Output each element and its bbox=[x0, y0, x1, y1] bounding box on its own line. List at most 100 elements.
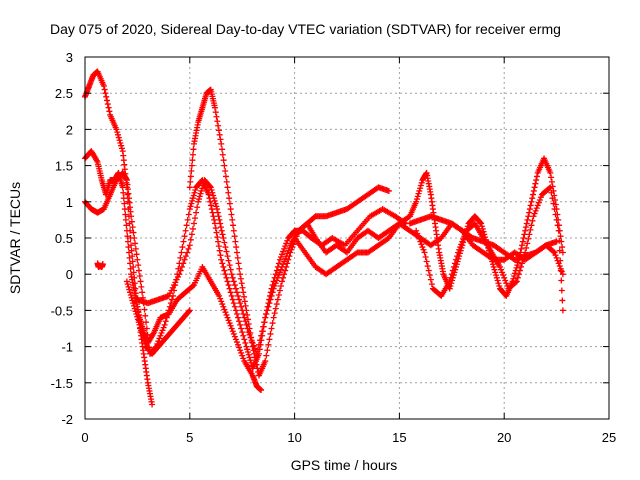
data-point bbox=[214, 209, 221, 216]
data-point bbox=[283, 240, 290, 247]
data-point bbox=[530, 187, 537, 194]
data-point bbox=[478, 223, 485, 230]
data-point bbox=[262, 314, 269, 321]
x-tick-label: 5 bbox=[186, 430, 193, 445]
data-point bbox=[218, 298, 225, 305]
data-point bbox=[237, 275, 244, 282]
data-point bbox=[269, 289, 276, 296]
data-point bbox=[235, 314, 242, 321]
data-point bbox=[448, 271, 455, 278]
data-point bbox=[237, 300, 244, 307]
data-point bbox=[189, 151, 196, 158]
data-point bbox=[226, 195, 233, 202]
data-point bbox=[181, 233, 188, 240]
data-point bbox=[220, 235, 227, 241]
data-point bbox=[255, 341, 262, 348]
data-point bbox=[230, 330, 237, 337]
data-point bbox=[171, 282, 178, 289]
data-point bbox=[221, 239, 228, 246]
data-point bbox=[218, 256, 225, 263]
data-point bbox=[500, 272, 507, 279]
data-point bbox=[228, 271, 235, 278]
data-point bbox=[238, 303, 245, 310]
data-point bbox=[553, 238, 560, 245]
data-point bbox=[281, 245, 288, 252]
data-point bbox=[450, 263, 457, 270]
data-point bbox=[518, 245, 525, 252]
data-point bbox=[129, 297, 136, 304]
data-point bbox=[548, 174, 555, 181]
data-point bbox=[269, 320, 276, 327]
data-point bbox=[244, 311, 251, 318]
data-point bbox=[503, 280, 510, 287]
data-point bbox=[244, 346, 251, 353]
data-point bbox=[198, 187, 205, 194]
data-point bbox=[196, 193, 203, 200]
data-point bbox=[259, 328, 266, 335]
data-point bbox=[526, 231, 533, 238]
data-point bbox=[120, 189, 127, 196]
data-point bbox=[557, 267, 564, 274]
data-point bbox=[135, 267, 142, 274]
data-point bbox=[520, 235, 527, 241]
data-point bbox=[184, 249, 191, 256]
data-point bbox=[277, 282, 284, 289]
data-point bbox=[235, 341, 242, 348]
data-point bbox=[130, 300, 137, 307]
data-point bbox=[137, 278, 144, 285]
data-point bbox=[138, 327, 145, 334]
data-point bbox=[478, 220, 485, 227]
data-point bbox=[246, 325, 253, 332]
data-point bbox=[230, 300, 237, 307]
data-point bbox=[208, 206, 215, 213]
series-sat-j bbox=[406, 213, 560, 263]
data-point bbox=[189, 157, 196, 164]
data-point bbox=[118, 142, 125, 149]
x-axis-title: GPS time / hours bbox=[291, 457, 398, 473]
data-point bbox=[131, 305, 138, 312]
data-point bbox=[425, 267, 432, 274]
data-point bbox=[99, 261, 106, 268]
grid-lines bbox=[85, 57, 609, 419]
data-point bbox=[456, 246, 463, 253]
y-tick-label: 0 bbox=[66, 267, 73, 282]
data-point bbox=[130, 302, 137, 309]
data-point bbox=[265, 341, 272, 348]
data-point bbox=[231, 333, 238, 340]
data-point bbox=[274, 296, 281, 303]
y-tick-label: -0.5 bbox=[51, 303, 73, 318]
y-tick-label: -2 bbox=[61, 412, 73, 427]
y-tick-label: 2.5 bbox=[55, 86, 73, 101]
data-point bbox=[519, 238, 526, 245]
data-point bbox=[104, 97, 111, 104]
data-point bbox=[132, 240, 139, 247]
data-point bbox=[531, 184, 538, 191]
data-point bbox=[240, 289, 247, 296]
data-point bbox=[514, 262, 521, 269]
data-point bbox=[280, 274, 287, 281]
data-point bbox=[233, 244, 240, 251]
data-point bbox=[239, 352, 246, 359]
data-point bbox=[226, 320, 233, 327]
data-point bbox=[130, 229, 137, 236]
data-point bbox=[124, 233, 131, 240]
data-point bbox=[263, 311, 270, 318]
data-point bbox=[216, 247, 223, 254]
data-point bbox=[207, 198, 214, 205]
data-point bbox=[231, 303, 238, 310]
data-point bbox=[139, 332, 146, 339]
data-point bbox=[233, 289, 240, 296]
data-point bbox=[176, 271, 183, 278]
data-point bbox=[127, 289, 134, 296]
data-point bbox=[513, 264, 520, 271]
data-point bbox=[124, 191, 131, 198]
data-point bbox=[413, 227, 420, 234]
data-point bbox=[282, 255, 289, 262]
data-point bbox=[160, 324, 167, 331]
data-point bbox=[116, 137, 123, 144]
data-point bbox=[243, 307, 250, 314]
data-point bbox=[522, 227, 529, 234]
data-point bbox=[511, 270, 518, 277]
data-point bbox=[208, 187, 215, 194]
data-point bbox=[209, 189, 216, 196]
